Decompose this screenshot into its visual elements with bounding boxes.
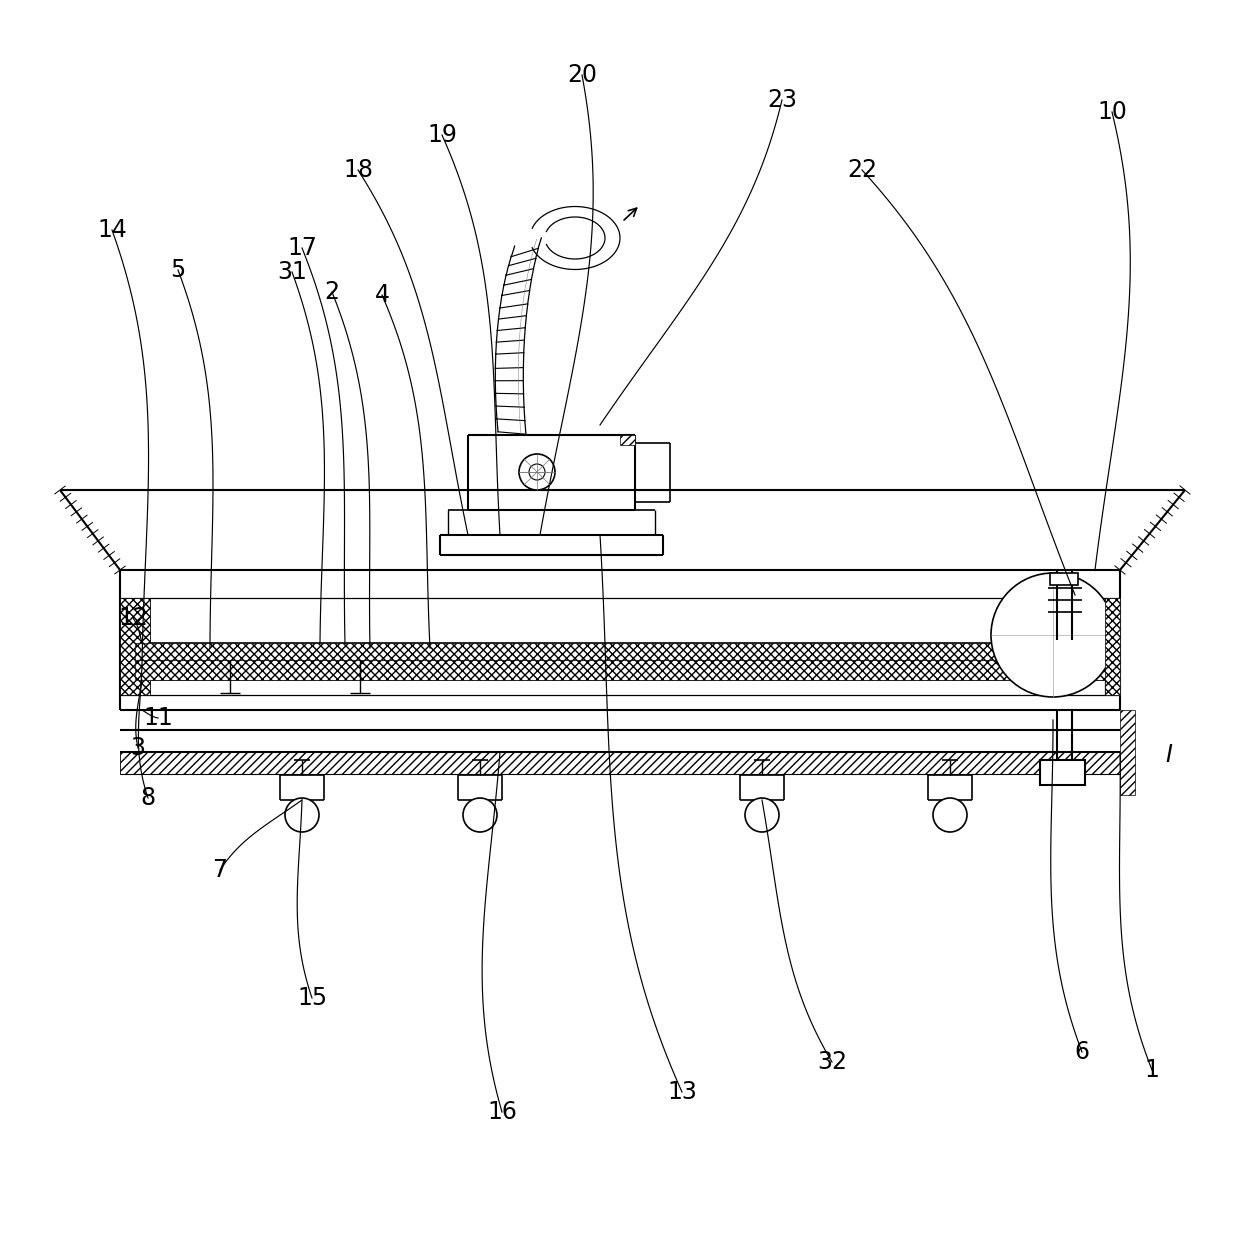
Text: 16: 16: [487, 1100, 517, 1123]
Text: 20: 20: [567, 63, 596, 87]
Text: 31: 31: [277, 260, 308, 284]
Bar: [120, 751, 1120, 774]
Bar: [120, 598, 150, 694]
Bar: [620, 435, 635, 445]
Text: 18: 18: [343, 157, 373, 182]
Text: 22: 22: [847, 157, 877, 182]
Circle shape: [745, 799, 779, 832]
Text: 12: 12: [118, 606, 148, 630]
Text: 14: 14: [97, 218, 126, 242]
Circle shape: [932, 799, 967, 832]
Bar: [135, 644, 1110, 660]
Text: 5: 5: [170, 258, 186, 281]
Bar: [1120, 711, 1135, 795]
Text: 4: 4: [374, 283, 389, 308]
Circle shape: [463, 799, 497, 832]
Bar: [1040, 760, 1085, 785]
Text: 11: 11: [143, 706, 172, 730]
Text: 2: 2: [325, 280, 340, 304]
Text: 6: 6: [1075, 1040, 1090, 1064]
Text: 13: 13: [667, 1080, 697, 1104]
Text: 15: 15: [296, 986, 327, 1011]
Circle shape: [529, 464, 546, 480]
Bar: [135, 660, 1110, 680]
Text: 8: 8: [140, 786, 155, 810]
Text: I: I: [1166, 743, 1172, 768]
Text: 23: 23: [768, 88, 797, 112]
Text: 17: 17: [288, 236, 317, 260]
Bar: [1105, 598, 1120, 694]
Text: 7: 7: [212, 858, 227, 882]
Bar: [1050, 573, 1078, 585]
Text: 19: 19: [427, 123, 456, 148]
Text: 10: 10: [1097, 100, 1127, 124]
Circle shape: [520, 454, 556, 490]
Circle shape: [285, 799, 319, 832]
Circle shape: [991, 573, 1115, 697]
Text: 32: 32: [817, 1050, 847, 1074]
Text: 3: 3: [130, 737, 145, 760]
Text: 1: 1: [1145, 1058, 1159, 1083]
